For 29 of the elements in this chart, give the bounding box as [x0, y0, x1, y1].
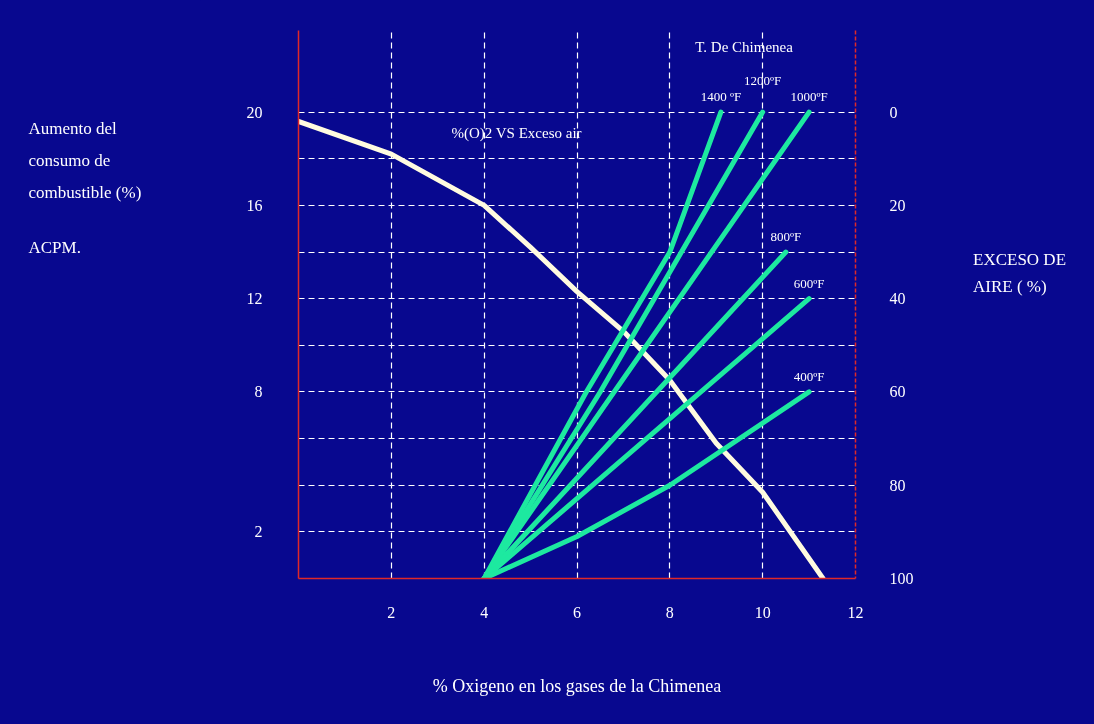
y-tick-label: 2 — [254, 523, 263, 541]
y2-axis-title: EXCESO DE AIRE ( %) — [973, 249, 1067, 296]
text: ACPM. — [28, 237, 81, 257]
y-tick-label: 8 — [254, 383, 263, 401]
x-axis-title: % Oxigeno en los gases de la Chimenea — [432, 675, 722, 696]
y-tick-label: 16 — [246, 196, 263, 214]
series-label: 1000ºF — [790, 89, 828, 105]
y2-tick-label: 20 — [889, 196, 906, 214]
series-label: 800ºF — [770, 229, 802, 245]
y2-tick-label: 100 — [889, 570, 914, 587]
y2-tick-label: 0 — [889, 103, 898, 121]
y-tick-label: 12 — [246, 290, 263, 308]
x-tick-label: 10 — [754, 603, 771, 621]
x-tick-label: 4 — [480, 603, 489, 621]
series-label: 600ºF — [793, 275, 825, 291]
x-tick-label: 8 — [665, 603, 674, 621]
x-tick-label: 6 — [573, 603, 581, 621]
text: Aumento del consumo de combustible (%) — [28, 118, 142, 202]
series-label: 400ºF — [793, 368, 825, 384]
x-tick-label: 2 — [387, 603, 396, 621]
annotation: %(O)2 VS Exceso air — [451, 125, 582, 143]
x-tick-label: 12 — [847, 603, 864, 621]
annotation: T. De Chimenea — [695, 38, 794, 55]
y-tick-label: 20 — [246, 103, 263, 121]
y2-tick-label: 60 — [889, 383, 906, 401]
y2-tick-label: 80 — [889, 476, 906, 494]
y2-tick-label: 40 — [889, 290, 906, 308]
series-label: 1400 ºF — [700, 89, 742, 105]
text: 1200ºF — [744, 73, 782, 89]
